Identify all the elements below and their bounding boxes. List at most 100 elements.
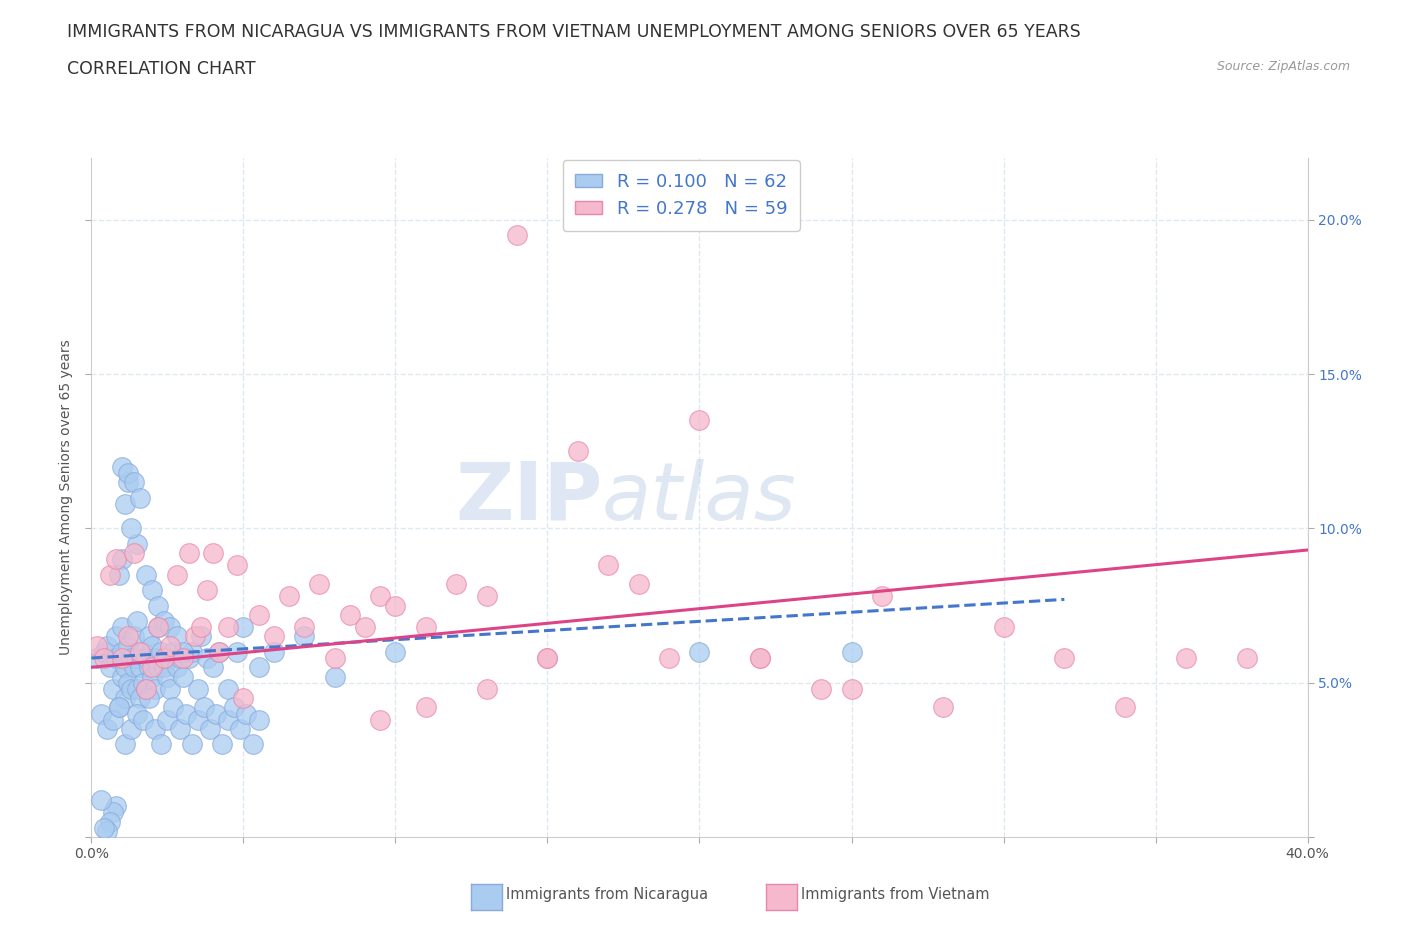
Point [444,577,467,591]
Point [135,567,157,582]
Point [536,651,558,666]
Point [339,607,361,622]
Point [111,551,134,566]
Point [323,669,346,684]
Point [187,682,209,697]
Point [98,660,121,675]
Point [143,651,166,666]
Point [172,644,194,659]
Point [156,712,179,727]
Point [205,706,228,721]
Point [1053,651,1076,666]
Point [107,567,129,582]
Point [184,629,207,644]
Point [129,644,152,659]
Point [96,823,118,838]
Point [475,682,498,697]
Point [117,638,139,653]
Point [153,651,176,666]
Point [172,669,194,684]
Point [159,638,181,653]
Point [96,638,118,653]
Point [125,537,148,551]
Point [567,444,589,458]
Point [195,651,218,666]
Point [89,792,111,807]
Point [156,669,179,684]
Point [122,546,145,561]
Point [598,558,620,573]
Point [247,660,270,675]
Point [193,700,215,715]
Point [111,459,134,474]
Point [101,712,124,727]
Point [180,644,202,659]
Point [120,651,142,666]
Point [384,598,406,613]
Point [278,589,301,604]
Point [536,651,558,666]
Y-axis label: Unemployment Among Seniors over 65 years: Unemployment Among Seniors over 65 years [59,339,73,656]
Point [141,583,163,598]
Point [132,675,155,690]
Point [141,638,163,653]
Point [208,644,231,659]
Point [143,722,166,737]
Point [247,607,270,622]
Point [111,651,134,666]
Point [111,644,134,659]
Point [120,722,142,737]
Text: ZIP: ZIP [456,458,602,537]
Point [104,629,127,644]
Point [117,629,139,644]
Point [132,712,155,727]
Point [101,682,124,697]
Point [931,700,953,715]
Point [224,700,246,715]
Point [138,660,160,675]
Point [117,675,139,690]
Point [125,614,148,629]
Point [202,660,225,675]
Text: Source: ZipAtlas.com: Source: ZipAtlas.com [1216,60,1350,73]
Point [749,651,772,666]
Point [153,614,176,629]
Point [187,712,209,727]
Point [86,638,108,653]
Point [810,682,832,697]
Point [101,804,124,819]
Point [148,660,170,675]
Point [104,799,127,814]
Point [162,700,184,715]
Point [143,682,166,697]
Point [129,660,152,675]
Point [120,682,142,697]
Point [148,598,170,613]
Point [114,691,136,706]
Point [122,629,145,644]
Point [120,521,142,536]
Point [177,651,200,666]
Point [150,644,173,659]
Point [98,814,121,829]
Point [263,644,285,659]
Point [150,737,173,751]
Point [658,651,681,666]
Point [114,497,136,512]
Point [104,551,127,566]
Point [132,644,155,659]
Point [138,629,160,644]
Point [135,651,157,666]
Point [292,619,315,634]
Point [211,737,233,751]
Point [114,737,136,751]
Point [107,700,129,715]
Point [217,712,239,727]
Point [114,660,136,675]
Point [135,682,157,697]
Point [174,706,197,721]
Point [138,691,160,706]
Point [235,706,257,721]
Point [141,669,163,684]
Point [125,651,148,666]
